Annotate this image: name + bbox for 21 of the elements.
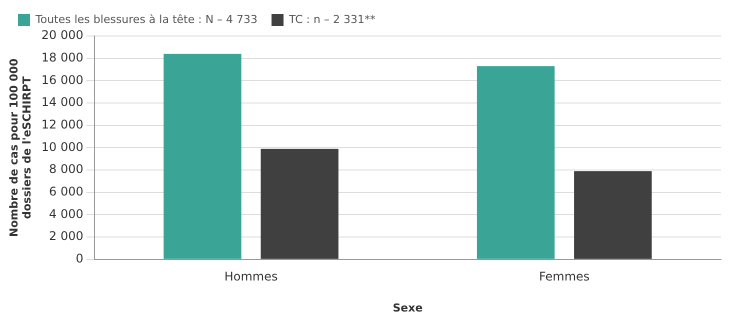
legend-label: Toutes les blessures à la tête : N – 4 733 <box>34 12 258 26</box>
bar <box>260 148 338 259</box>
y-tick-label: 6 000 <box>49 184 84 199</box>
y-tick-label: 0 <box>76 252 84 266</box>
bar <box>476 66 555 259</box>
y-tick-label: 20 000 <box>41 28 84 42</box>
bar <box>164 54 242 259</box>
y-tick-label: 4 000 <box>49 206 84 221</box>
y-tick-label: 12 000 <box>41 117 84 132</box>
y-tick-label: 2 000 <box>49 229 84 244</box>
legend-label: TC : n – 2 331** <box>288 12 376 26</box>
y-axis-title: Nombre de cas pour 100 000 dossiers de l'eSCHIRPT <box>7 58 34 237</box>
bar <box>574 171 652 259</box>
x-axis-title: Sexe <box>392 301 423 314</box>
x-tick-label: Femmes <box>539 270 590 284</box>
y-tick-label: 18 000 <box>41 50 84 64</box>
y-tick-label: 8 000 <box>49 162 84 176</box>
y-tick-label: 16 000 <box>41 72 84 87</box>
x-tick-label: Hommes <box>224 270 278 284</box>
y-tick-label: 14 000 <box>41 95 84 110</box>
y-tick-label: 10 000 <box>41 140 84 154</box>
